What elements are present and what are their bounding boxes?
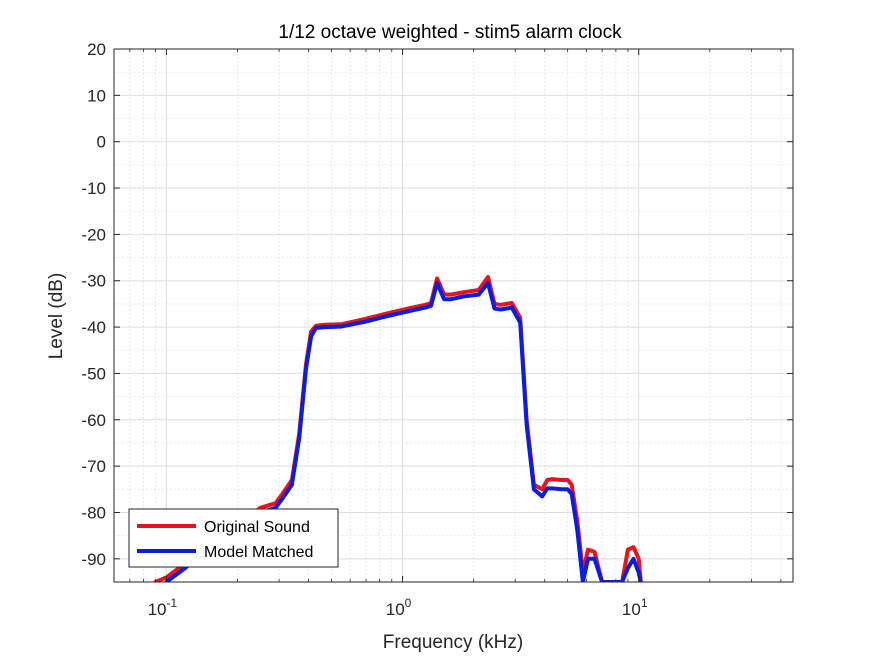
- legend-label: Original Sound: [204, 519, 310, 536]
- y-tick-label: -40: [81, 318, 106, 337]
- legend-box: [128, 508, 339, 568]
- y-tick-label: -10: [81, 179, 106, 198]
- y-tick-labels: 20 10 0 -10 -20 -30 -40 -50 -60 -70 -80 -90: [81, 40, 106, 569]
- y-axis-label: Level (dB): [46, 273, 67, 360]
- x-axis-label: Frequency (kHz): [383, 632, 523, 653]
- major-grid: [114, 48, 793, 582]
- tick-marks: [114, 48, 793, 582]
- plot-area: [114, 49, 793, 582]
- x-tick-labels: 10-1 100 101: [148, 596, 648, 619]
- y-tick-label: -50: [81, 364, 106, 383]
- x-tick-label: 100: [386, 596, 412, 619]
- y-tick-label: -70: [81, 457, 106, 476]
- y-tick-label: 0: [97, 133, 106, 152]
- x-tick-label: 10-1: [148, 596, 178, 619]
- legend: Original Sound Model Matched: [128, 508, 339, 568]
- y-tick-label: 20: [87, 40, 106, 59]
- chart-title: 1/12 octave weighted - stim5 alarm clock: [278, 22, 622, 43]
- y-tick-label: -30: [81, 272, 106, 291]
- y-tick-label: -60: [81, 411, 106, 430]
- y-tick-label: -20: [81, 225, 106, 244]
- series-group: [153, 275, 643, 582]
- y-tick-label: -80: [81, 503, 106, 522]
- x-tick-label: 101: [622, 596, 648, 619]
- y-tick-label: 10: [87, 86, 106, 105]
- plot-border: [113, 48, 794, 583]
- series-layer: [153, 275, 643, 582]
- y-tick-label: -90: [81, 550, 106, 569]
- legend-label: Model Matched: [204, 544, 313, 561]
- series-line-model-matched: [164, 281, 643, 582]
